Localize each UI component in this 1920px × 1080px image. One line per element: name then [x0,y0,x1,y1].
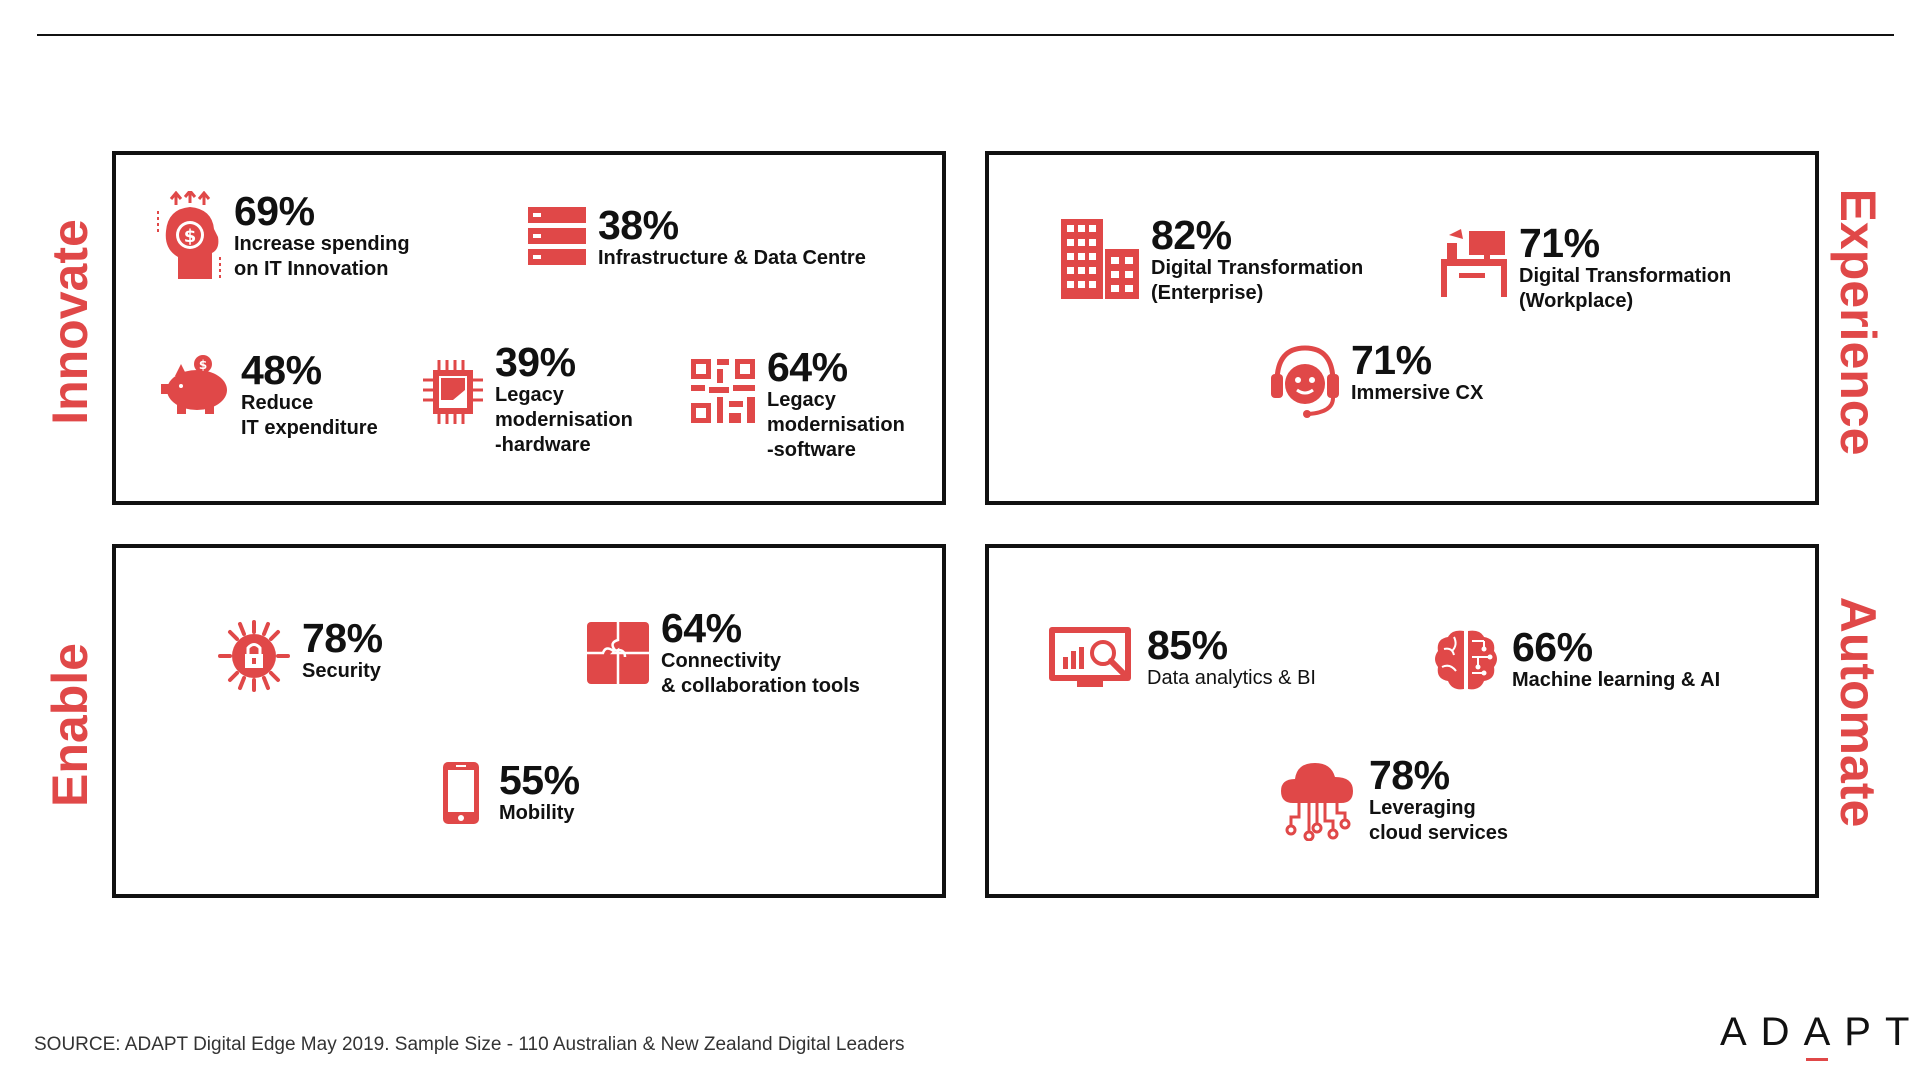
stat-label: Mobility [499,802,575,824]
piggy-bank-icon: $ [161,354,231,416]
stat-value: 38% [598,202,679,248]
logo-text-left: AD [1720,1010,1804,1054]
stat-label: Security [302,660,381,682]
desk-workplace-icon [1439,229,1509,299]
innovate-heading: Innovate [42,219,98,425]
stat-label: Immersive CX [1351,382,1484,404]
stat-immersive-cx: 71% Immersive CX [1269,340,1483,420]
office-buildings-icon [1059,217,1141,301]
stat-label: Reduce IT expenditure [241,392,378,439]
experience-heading: Experience [1830,188,1886,456]
stat-dt-enterprise: 82% Digital Transformation (Enterprise) [1059,215,1363,306]
stat-label: Data analytics & BI [1147,667,1316,689]
stat-reduce-it-expenditure: $ 48% Reduce IT expenditure [161,350,378,441]
stat-value: 78% [302,615,383,661]
stat-label: Infrastructure & Data Centre [598,247,866,269]
enable-heading: Enable [42,643,98,807]
svg-text:$: $ [184,226,197,247]
stat-security: 78% Security [216,618,383,694]
automate-panel: 85% Data analytics & BI 66% Machine lear… [985,544,1819,898]
stat-legacy-hardware: 39% Legacy modernisation -hardware [421,342,633,458]
stat-value: 78% [1369,752,1450,798]
stat-label: Increase spending on IT Innovation [234,233,410,280]
svg-text:$: $ [199,358,207,372]
stat-value: 64% [767,344,848,390]
adapt-logo: ADA PT [1720,1010,1920,1061]
stat-value: 69% [234,188,315,234]
logo-accent-bar [1805,1058,1829,1061]
stat-machine-learning: 66% Machine learning & AI [1432,627,1720,693]
logo-a-mark: A [1803,1010,1845,1061]
stat-value: 55% [499,757,580,803]
stat-value: 85% [1147,622,1228,668]
stat-value: 71% [1351,337,1432,383]
logo-text-right: PT [1844,1010,1920,1054]
stat-label: Digital Transformation (Workplace) [1519,265,1732,312]
stat-infrastructure: 38% Infrastructure & Data Centre [526,205,866,271]
puzzle-icon [585,620,651,686]
headset-agent-icon [1269,344,1341,420]
stat-label: Leveraging cloud services [1369,797,1508,844]
automate-heading: Automate [1830,596,1886,828]
security-chip-lock-icon [216,618,292,694]
stat-connectivity: 64% Connectivity & collaboration tools [585,608,860,699]
innovate-panel: $ 69% Increase spending on IT Innovation [112,151,946,505]
logo-text-a: A [1803,1010,1845,1054]
chip-icon [421,356,485,428]
source-note: SOURCE: ADAPT Digital Edge May 2019. Sam… [34,1034,905,1055]
stat-value: 82% [1151,212,1232,258]
stat-label: Legacy modernisation -software [767,389,905,461]
qr-code-icon [689,357,757,425]
top-divider [37,34,1894,36]
stat-value: 71% [1519,220,1600,266]
stat-value: 66% [1512,624,1593,670]
stat-value: 64% [661,605,742,651]
enable-panel: 78% Security 64% Connectivity & collabor… [112,544,946,898]
stat-legacy-software: 64% Legacy modernisation -software [689,347,905,463]
stat-label: Digital Transformation (Enterprise) [1151,257,1364,304]
brain-circuit-icon [1432,627,1502,693]
stat-value: 39% [495,339,576,385]
stat-cloud-services: 78% Leveraging cloud services [1279,755,1508,846]
stat-data-analytics: 85% Data analytics & BI [1047,625,1316,691]
stat-dt-workplace: 71% Digital Transformation (Workplace) [1439,223,1731,314]
stat-label: Legacy modernisation -hardware [495,384,633,456]
stat-mobility: 55% Mobility [441,760,580,826]
stat-label: Connectivity & collaboration tools [661,650,860,697]
stat-it-innovation: $ 69% Increase spending on IT Innovation [154,191,410,291]
analytics-monitor-icon [1047,625,1133,691]
stat-value: 48% [241,347,322,393]
cloud-network-icon [1279,757,1355,841]
stat-label: Machine learning & AI [1512,669,1721,691]
head-dollar-growth-icon: $ [154,191,224,291]
smartphone-icon [441,760,481,826]
server-rack-icon [526,205,588,267]
experience-panel: 82% Digital Transformation (Enterprise) … [985,151,1819,505]
